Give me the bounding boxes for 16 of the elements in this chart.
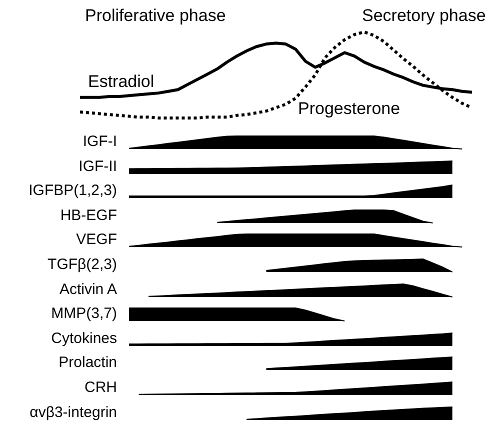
y-axis-title: MMP(3,7): [50, 304, 117, 324]
text: Secretory phase: [362, 6, 486, 26]
y-axis-title: IGFBP(1,2,3): [28, 181, 117, 202]
y-axis-title: Prolactin: [58, 353, 117, 374]
y-axis-title: TGFβ(2,3): [46, 255, 117, 275]
y-axis-title: Cytokines: [50, 328, 117, 349]
y-axis-title: CRH: [84, 378, 117, 398]
series-label: Progesterone: [298, 99, 400, 119]
y-axis-title: HB-EGF: [59, 206, 117, 226]
y-axis-title: Activin A: [58, 280, 117, 300]
y-axis-title: αvβ3-integrin: [28, 402, 117, 423]
y-axis-title: IGF-I: [82, 132, 117, 152]
y-axis-title: VEGF: [75, 230, 117, 250]
y-axis-title: IGF-II: [78, 156, 117, 177]
series-label: Estradiol: [88, 72, 154, 92]
text: Proliferative phase: [85, 6, 226, 26]
